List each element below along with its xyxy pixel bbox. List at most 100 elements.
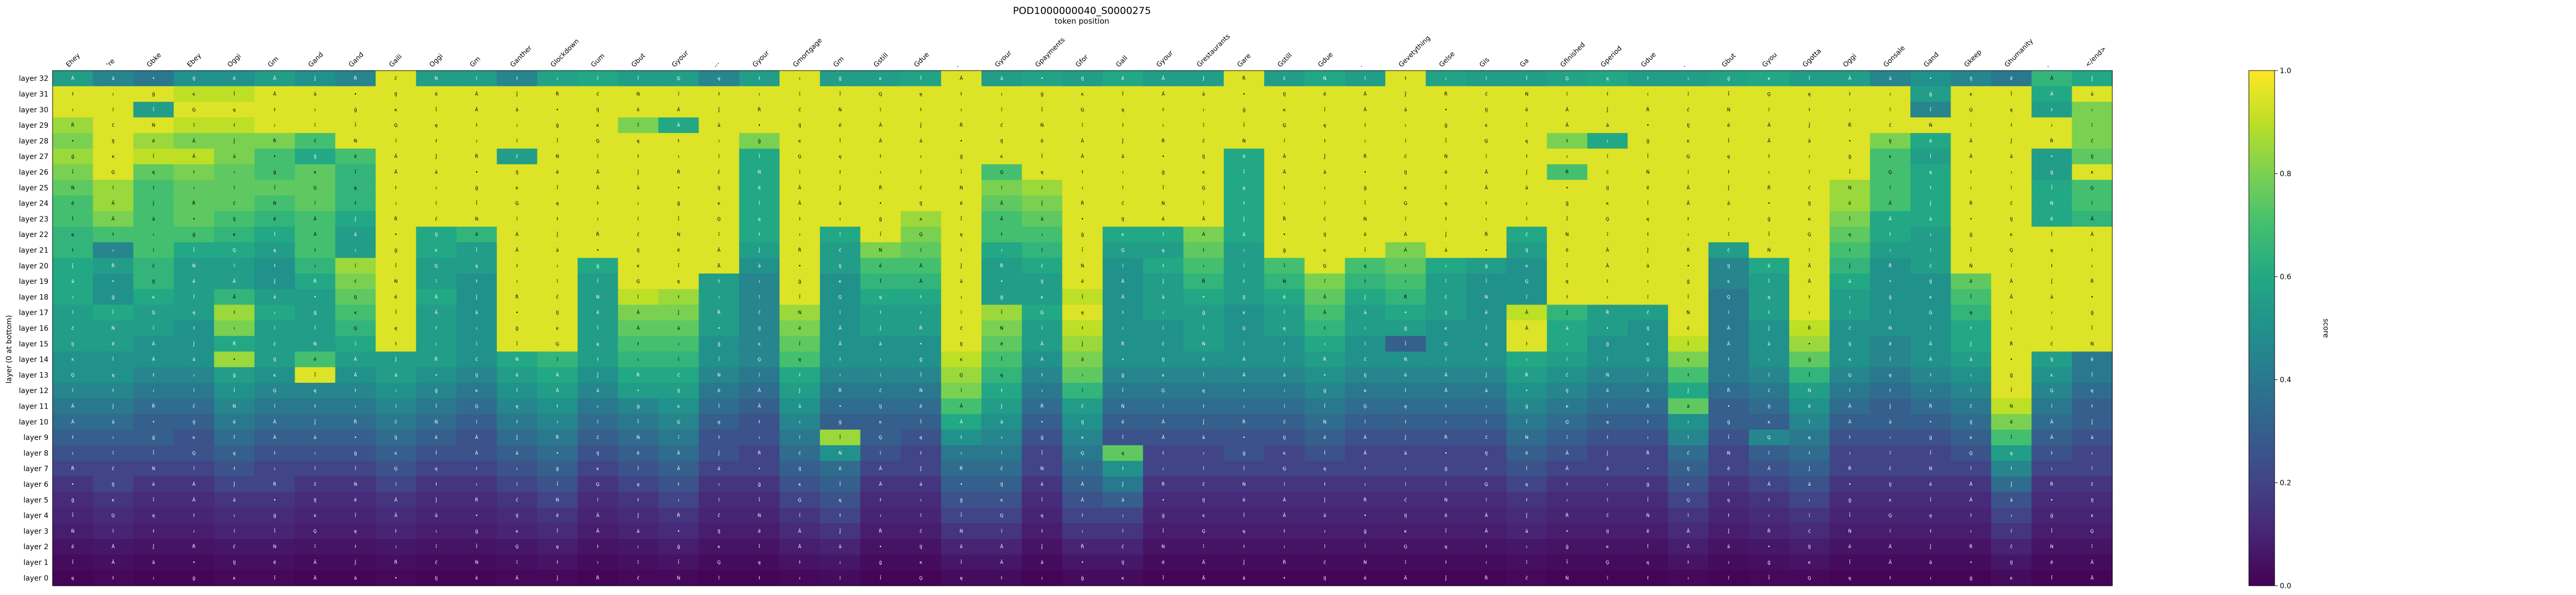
x-tick-label: Gevetything	[1397, 35, 1432, 69]
cell-token-label: Ń	[919, 387, 923, 394]
heatmap-cell	[53, 180, 93, 196]
cell-token-label: ŀ	[1001, 576, 1003, 581]
cell-token-label: Ī	[1728, 138, 1730, 144]
cell-token-label: ĩ	[314, 545, 316, 550]
cell-token-label: Ī	[1526, 123, 1528, 128]
cell-token-label: Ř	[677, 169, 680, 175]
heatmap-cell	[1224, 164, 1265, 180]
heatmap-cell	[1385, 227, 1426, 243]
cell-token-label: Ī	[435, 450, 437, 456]
cell-token-label: Ā	[435, 294, 438, 300]
cell-token-label: Ř	[394, 560, 397, 566]
heatmap-cell	[981, 211, 1023, 227]
cell-token-label: ā	[1000, 420, 1003, 425]
heatmap-cell	[1022, 227, 1063, 243]
heatmap-cell	[1829, 71, 1871, 87]
cell-token-label: ę	[920, 435, 923, 440]
cell-token-label: ĕ	[152, 139, 155, 144]
cell-token-label: ā	[1243, 232, 1246, 237]
cell-token-label: ę	[597, 342, 600, 347]
cell-token-label: ĭ	[1566, 358, 1568, 363]
heatmap-cell	[174, 227, 215, 243]
cell-token-label: •	[1283, 576, 1285, 581]
heatmap-cell	[456, 273, 497, 290]
cell-token-label: ĭ	[879, 373, 882, 378]
cell-token-label: Ā	[1768, 466, 1771, 472]
cell-token-label: ğ	[2050, 514, 2054, 519]
heatmap-cell	[1870, 211, 1911, 227]
cell-token-label: ĕ	[1243, 155, 1246, 160]
cell-token-label: ĸ	[637, 264, 640, 269]
y-tick-label: layer 20	[19, 262, 48, 270]
cell-token-label: ę	[1808, 435, 1811, 440]
cell-token-label: ı	[314, 451, 316, 456]
cell-token-label: ı	[1203, 108, 1205, 113]
heatmap-cell	[1910, 133, 1952, 149]
heatmap-cell	[1708, 258, 1750, 274]
cell-token-label: ı	[1364, 139, 1366, 144]
heatmap-cell	[214, 86, 255, 103]
cell-token-label: Ģ	[1000, 514, 1004, 519]
heatmap-cell	[53, 273, 93, 290]
cell-token-label: ĸ	[314, 514, 317, 519]
cell-token-label: ĩ	[1364, 76, 1366, 81]
cell-token-label: Ā	[1970, 154, 1973, 160]
cell-token-label: ĭ	[152, 248, 155, 253]
heatmap-cell	[174, 180, 215, 196]
cell-token-label: Ā	[1566, 450, 1569, 456]
cell-token-label: Ĵ	[112, 404, 114, 410]
cell-token-label: Ĳ	[2050, 358, 2053, 363]
cell-token-label: •	[1162, 155, 1164, 160]
cell-token-label: Ī	[920, 76, 922, 81]
x-tick-label: Glockdown	[549, 38, 581, 69]
cell-token-label: ę	[354, 185, 357, 191]
heatmap-cell	[53, 164, 93, 180]
cell-token-label: Ĩ	[1485, 279, 1487, 284]
heatmap-cell	[1264, 211, 1305, 227]
cell-token-label: ĕ	[1162, 217, 1165, 222]
cell-token-label: Ĳ	[1889, 482, 1891, 487]
heatmap-cell	[2072, 86, 2113, 103]
cell-token-label: ı	[1688, 76, 1689, 81]
cell-token-label: ĉ	[395, 419, 397, 425]
cell-token-label: •	[1929, 420, 1932, 425]
heatmap-cell	[1910, 148, 1952, 165]
cell-token-label: ĩ	[1889, 185, 1891, 191]
cell-token-label: ı	[2092, 108, 2093, 113]
x-tick-label: Gand	[307, 51, 325, 69]
cell-token-label: Ģ	[313, 185, 317, 191]
cell-token-label: ĕ	[435, 435, 438, 440]
cell-token-label: ŀ	[1889, 576, 1891, 581]
cell-token-label: Ĵ	[1566, 310, 1568, 316]
cell-token-label: Ī	[920, 419, 922, 425]
heatmap-cell	[941, 211, 982, 227]
cell-token-label: ā	[2091, 92, 2094, 97]
cell-token-label: ę	[152, 514, 155, 519]
heatmap-cell	[1466, 133, 1507, 149]
heatmap-cell	[699, 117, 740, 133]
cell-token-label: Ā	[798, 185, 802, 191]
heatmap-cell	[1547, 86, 1588, 103]
cell-token-label: Ģ	[1282, 123, 1286, 128]
cell-token-label: Ĩ	[1889, 310, 1891, 316]
cell-token-label: ĭ	[2091, 123, 2093, 128]
heatmap-cell	[376, 258, 417, 274]
cell-token-label: Ī	[1162, 575, 1164, 581]
cell-token-label: Ĩ	[1364, 544, 1366, 550]
cell-token-label: Ń	[475, 216, 479, 222]
cell-token-label: ĸ	[2010, 232, 2013, 237]
cell-token-label: ł	[233, 467, 235, 472]
cell-token-label: ā	[879, 342, 882, 347]
cell-token-label: ł	[1486, 358, 1487, 363]
heatmap-cell	[1547, 227, 1588, 243]
cell-token-label: ı	[637, 358, 639, 363]
cell-token-label: ā	[1283, 373, 1286, 378]
cell-token-label: ĸ	[1404, 529, 1408, 534]
cell-token-label: ĭ	[1445, 279, 1447, 284]
cell-token-label: ĩ	[1970, 467, 1972, 472]
cell-token-label: •	[1202, 295, 1205, 300]
heatmap-cell	[1143, 71, 1184, 87]
cell-token-label: ĉ	[476, 357, 478, 363]
cell-token-label: Ā	[475, 107, 479, 113]
cell-token-label: Ř	[1808, 326, 1811, 331]
